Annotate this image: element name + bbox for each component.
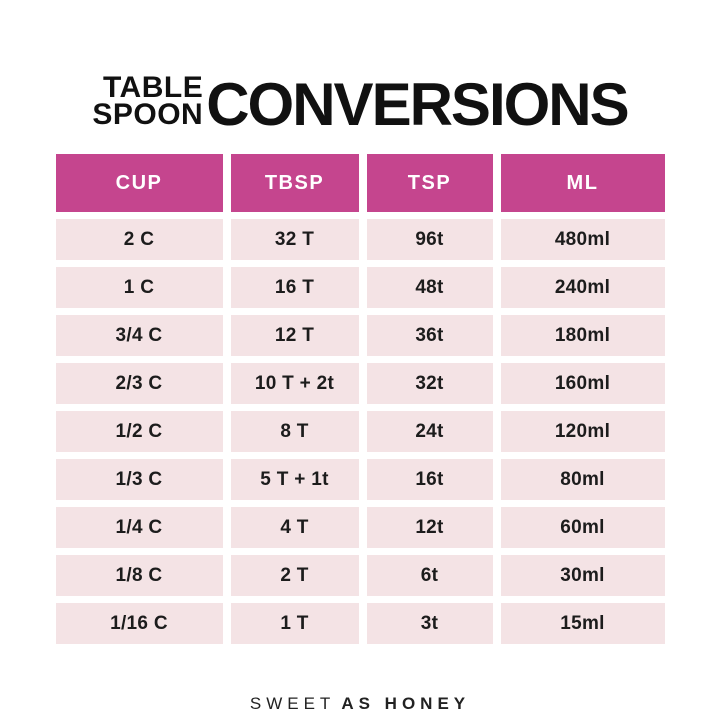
title-main: CONVERSIONS bbox=[206, 71, 629, 138]
table-cell: 32t bbox=[366, 363, 493, 404]
table-cell: 180ml bbox=[500, 315, 665, 356]
title-word-spoon: SPOON bbox=[92, 98, 204, 131]
table-cell: 240ml bbox=[500, 267, 665, 308]
table-cell: 480ml bbox=[500, 219, 665, 260]
column-header-tbsp: TBSP bbox=[230, 154, 359, 212]
table-cell: 8 T bbox=[230, 411, 359, 452]
table-cell: 3/4 C bbox=[55, 315, 223, 356]
table-cell: 5 T + 1t bbox=[230, 459, 359, 500]
table-cell: 3t bbox=[366, 603, 493, 644]
column-header-ml: ML bbox=[500, 154, 665, 212]
table-cell: 4 T bbox=[230, 507, 359, 548]
table-cell: 1/8 C bbox=[55, 555, 223, 596]
table-cell: 80ml bbox=[500, 459, 665, 500]
table-cell: 1/16 C bbox=[55, 603, 223, 644]
table-cell: 2 T bbox=[230, 555, 359, 596]
table-cell: 12 T bbox=[230, 315, 359, 356]
column-header-tsp: TSP bbox=[366, 154, 493, 212]
table-cell: 32 T bbox=[230, 219, 359, 260]
conversion-table: CUP TBSP TSP ML 2 C 32 T 96t 480ml 1 C 1… bbox=[55, 154, 665, 644]
table-cell: 36t bbox=[366, 315, 493, 356]
table-cell: 16 T bbox=[230, 267, 359, 308]
table-cell: 60ml bbox=[500, 507, 665, 548]
table-cell: 12t bbox=[366, 507, 493, 548]
page-title: TABLE SPOON CONVERSIONS bbox=[0, 0, 720, 138]
table-cell: 10 T + 2t bbox=[230, 363, 359, 404]
table-cell: 15ml bbox=[500, 603, 665, 644]
title-stacked-words: TABLE SPOON bbox=[92, 71, 206, 131]
table-cell: 160ml bbox=[500, 363, 665, 404]
table-cell: 120ml bbox=[500, 411, 665, 452]
table-cell: 1/3 C bbox=[55, 459, 223, 500]
brand-footer: SWEET AS HONEY bbox=[0, 694, 720, 714]
table-cell: 48t bbox=[366, 267, 493, 308]
table-cell: 6t bbox=[366, 555, 493, 596]
table-cell: 30ml bbox=[500, 555, 665, 596]
brand-word-sweet: SWEET bbox=[249, 694, 336, 713]
table-cell: 16t bbox=[366, 459, 493, 500]
table-cell: 2/3 C bbox=[55, 363, 223, 404]
column-header-cup: CUP bbox=[55, 154, 223, 212]
table-cell: 24t bbox=[366, 411, 493, 452]
brand-words-as-honey: AS HONEY bbox=[341, 694, 471, 713]
title-word-table: TABLE bbox=[102, 71, 204, 104]
table-cell: 1/4 C bbox=[55, 507, 223, 548]
table-cell: 1/2 C bbox=[55, 411, 223, 452]
table-cell: 96t bbox=[366, 219, 493, 260]
table-cell: 1 C bbox=[55, 267, 223, 308]
table-cell: 1 T bbox=[230, 603, 359, 644]
table-cell: 2 C bbox=[55, 219, 223, 260]
